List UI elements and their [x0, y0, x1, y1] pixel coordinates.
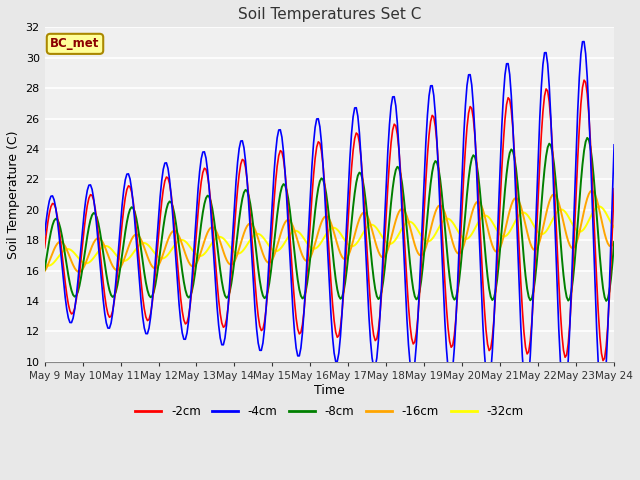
Text: BC_met: BC_met [51, 37, 100, 50]
X-axis label: Time: Time [314, 384, 345, 396]
Legend: -2cm, -4cm, -8cm, -16cm, -32cm: -2cm, -4cm, -8cm, -16cm, -32cm [131, 400, 528, 423]
Title: Soil Temperatures Set C: Soil Temperatures Set C [237, 7, 421, 22]
Y-axis label: Soil Temperature (C): Soil Temperature (C) [7, 130, 20, 259]
